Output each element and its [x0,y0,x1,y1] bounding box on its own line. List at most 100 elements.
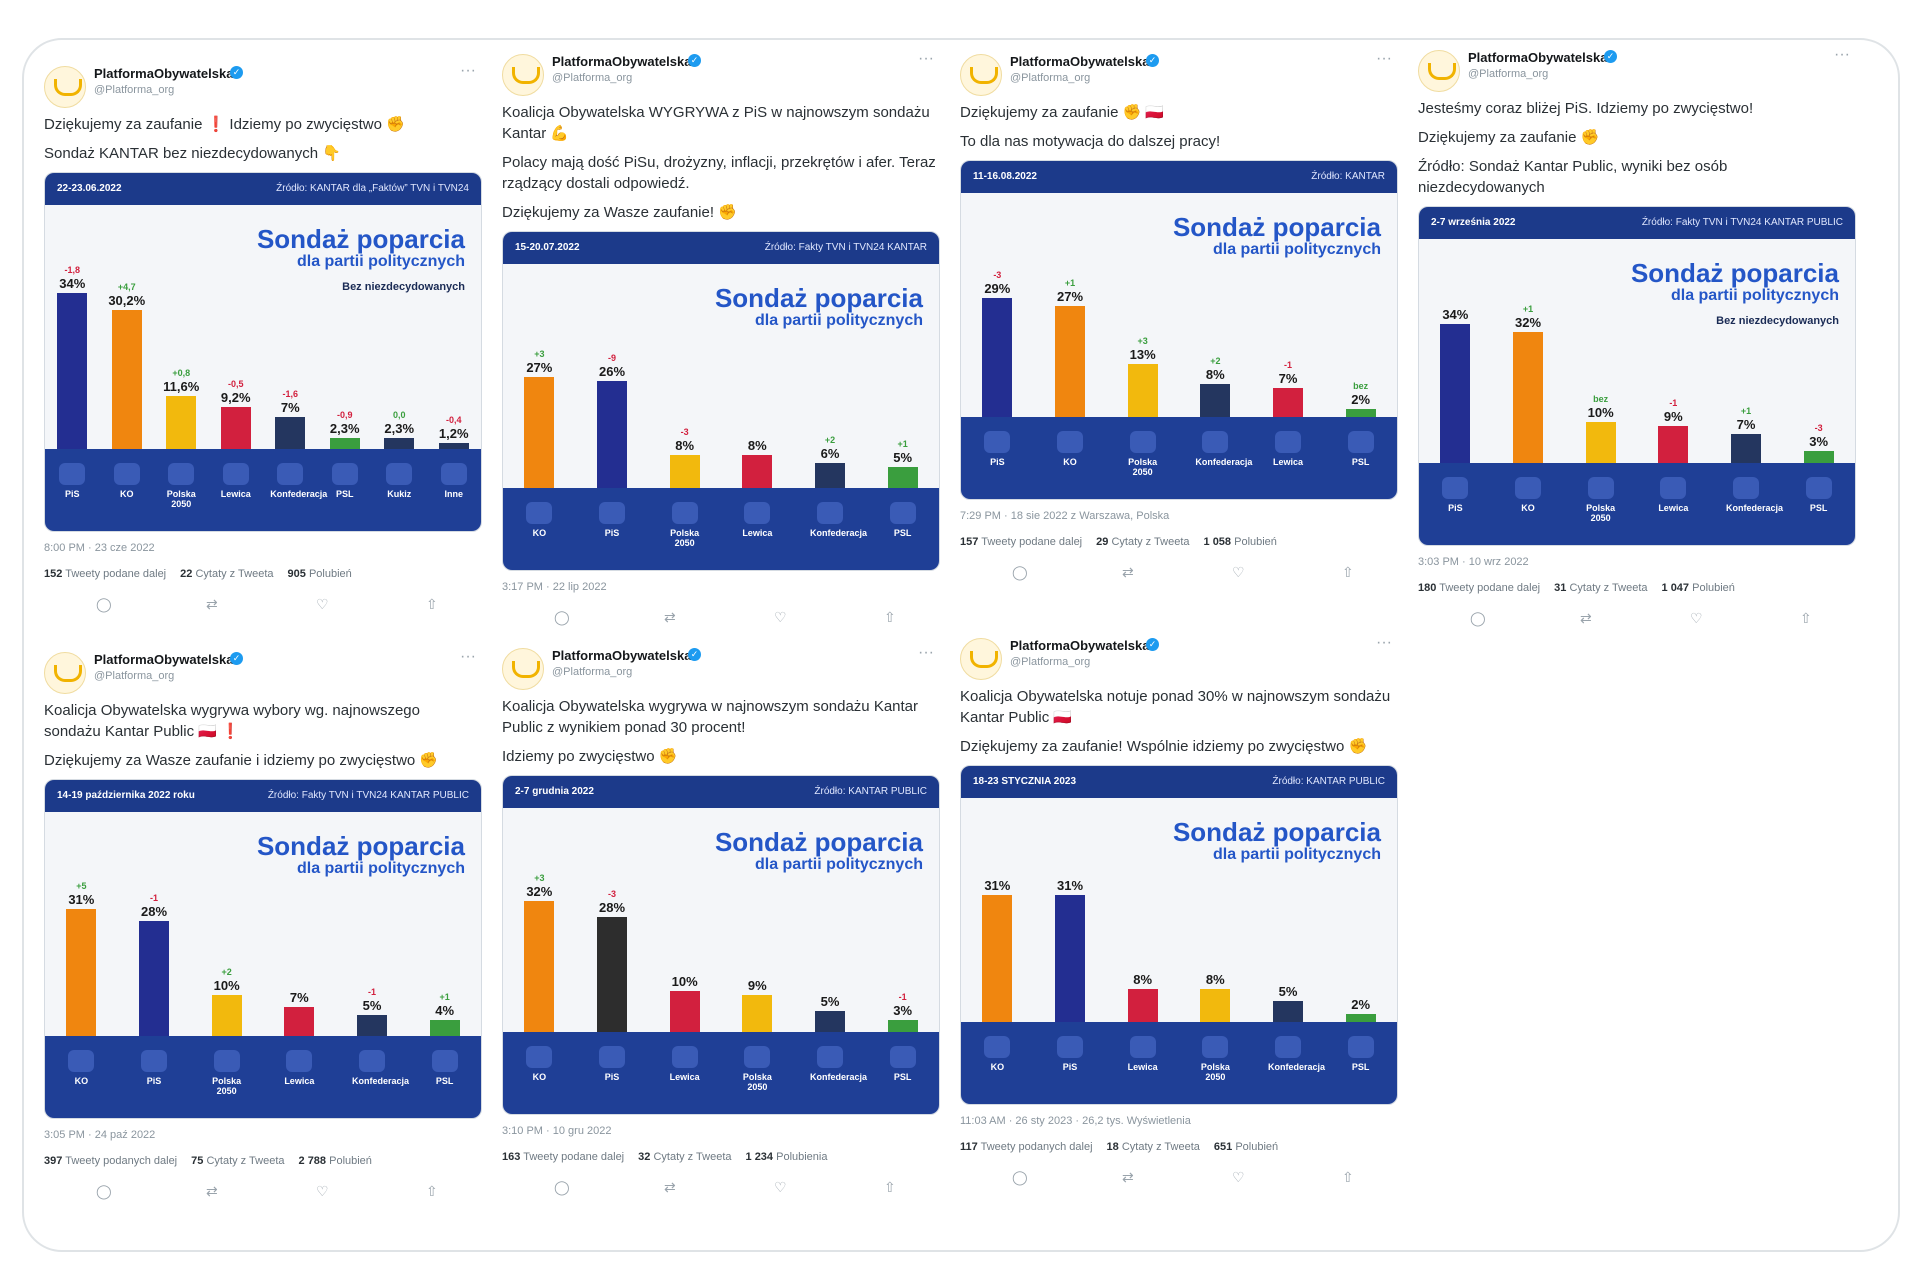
retweet-icon[interactable]: ⇄ [1122,564,1134,580]
share-icon[interactable]: ⇧ [884,1179,896,1195]
bar-inne [438,443,469,449]
share-icon[interactable]: ⇧ [1800,610,1812,626]
more-options-icon[interactable]: ··· [460,62,476,79]
like-icon[interactable]: ♡ [316,596,329,612]
stat-likes[interactable]: 2 788 Polubień [299,1155,372,1167]
stat-retweets[interactable]: 163 Tweety podane dalej [502,1151,624,1163]
stat-quotes[interactable]: 22 Cytaty z Tweeta [180,568,273,580]
reply-icon[interactable]: ◯ [1012,564,1028,580]
reply-icon[interactable]: ◯ [1470,610,1486,626]
like-icon[interactable]: ♡ [316,1183,329,1199]
reply-icon[interactable]: ◯ [554,1179,570,1195]
account-name[interactable]: PlatformaObywatelska [1468,50,1608,65]
avatar[interactable] [502,54,544,96]
tweet-timestamp: 8:00 PM · 23 cze 2022 [44,542,155,554]
poll-image[interactable]: 2-7 grudnia 2022 Źródło: KANTAR PUBLIC Son… [502,775,940,1115]
account-name[interactable]: PlatformaObywatelska [94,652,234,667]
stat-likes[interactable]: 1 058 Polubień [1204,536,1277,548]
stat-retweets[interactable]: 397 Tweety podanych dalej [44,1155,177,1167]
chart-title: Sondaż poparcia [1172,212,1381,242]
retweet-icon[interactable]: ⇄ [206,1183,218,1199]
account-handle[interactable]: @Platforma_org [94,670,175,682]
poll-source: Źródło: Fakty TVN i TVN24 KANTAR PUBLIC [1641,217,1843,228]
like-icon[interactable]: ♡ [774,609,787,625]
retweet-icon[interactable]: ⇄ [664,1179,676,1195]
party-name: Lewica [220,489,251,499]
stat-quotes[interactable]: 32 Cytaty z Tweeta [638,1151,731,1163]
avatar[interactable] [502,648,544,690]
account-handle[interactable]: @Platforma_org [1010,656,1091,668]
reply-icon[interactable]: ◯ [96,1183,112,1199]
reply-icon[interactable]: ◯ [1012,1169,1028,1185]
stat-count: 117 [960,1141,978,1153]
reply-icon[interactable]: ◯ [96,596,112,612]
stat-likes[interactable]: 1 234 Polubienia [746,1151,828,1163]
stat-likes[interactable]: 651 Polubień [1214,1141,1278,1153]
party-logo: Polska 2050 [1581,477,1621,523]
like-icon[interactable]: ♡ [1232,1169,1245,1185]
stat-retweets[interactable]: 180 Tweety podane dalej [1418,582,1540,594]
party-name: KO [74,1076,89,1086]
poll-image[interactable]: 18-23 STYCZNIA 2023 Źródło: KANTAR PUBLIC… [960,765,1398,1105]
stat-retweets[interactable]: 152 Tweety podane dalej [44,568,166,580]
poll-image[interactable]: 2-7 września 2022 Źródło: Fakty TVN i TVN… [1418,206,1856,546]
account-handle[interactable]: @Platforma_org [94,84,175,96]
bar-change-label: +3 [534,349,545,359]
more-options-icon[interactable]: ··· [1376,50,1392,67]
more-options-icon[interactable]: ··· [918,50,934,67]
account-name[interactable]: PlatformaObywatelska [552,648,692,663]
account-name[interactable]: PlatformaObywatelska [1010,638,1150,653]
share-icon[interactable]: ⇧ [426,1183,438,1199]
avatar[interactable] [44,652,86,694]
poll-image[interactable]: 11-16.08.2022 Źródło: KANTAR Sondaż poparc… [960,160,1398,500]
account-handle[interactable]: @Platforma_org [1010,72,1091,84]
retweet-icon[interactable]: ⇄ [206,596,218,612]
account-name[interactable]: PlatformaObywatelska [94,66,234,81]
avatar[interactable] [1418,50,1460,92]
like-icon[interactable]: ♡ [1232,564,1245,580]
stat-likes[interactable]: 905 Polubień [288,568,352,580]
share-icon[interactable]: ⇧ [1342,564,1354,580]
more-options-icon[interactable]: ··· [1834,46,1850,63]
stat-quotes[interactable]: 31 Cytaty z Tweeta [1554,582,1647,594]
more-options-icon[interactable]: ··· [460,648,476,665]
avatar[interactable] [960,638,1002,680]
party-name: Konfederacja [1195,457,1253,467]
tweet-text: Dziękujemy za zaufanie ✊ [1418,129,1600,146]
poll-image[interactable]: 14-19 października 2022 roku Źródło: Fakt… [44,779,482,1119]
like-icon[interactable]: ♡ [774,1179,787,1195]
share-icon[interactable]: ⇧ [426,596,438,612]
party-logos-row: KO PiS Polska 2050 Lewica Konfederacja PSL [45,1036,481,1118]
like-icon[interactable]: ♡ [1690,610,1703,626]
retweet-icon[interactable]: ⇄ [1580,610,1592,626]
avatar[interactable] [44,66,86,108]
stat-likes[interactable]: 1 047 Polubień [1662,582,1735,594]
account-handle[interactable]: @Platforma_org [552,666,633,678]
poll-image[interactable]: 15-20.07.2022 Źródło: Fakty TVN i TVN24 K… [502,231,940,571]
more-options-icon[interactable]: ··· [918,644,934,661]
account-name[interactable]: PlatformaObywatelska [1010,54,1150,69]
stat-retweets[interactable]: 117 Tweety podanych dalej [960,1141,1093,1153]
account-handle[interactable]: @Platforma_org [552,72,633,84]
retweet-icon[interactable]: ⇄ [1122,1169,1134,1185]
stat-quotes[interactable]: 75 Cytaty z Tweeta [191,1155,284,1167]
share-icon[interactable]: ⇧ [884,609,896,625]
bar-value-label: 32% [526,884,553,899]
reply-icon[interactable]: ◯ [554,609,570,625]
tweet-header: PlatformaObywatelska ✓ @Platforma_org ··· [44,62,480,108]
share-icon[interactable]: ⇧ [1342,1169,1354,1185]
retweet-icon[interactable]: ⇄ [664,609,676,625]
tweet-text: Jesteśmy coraz bliżej PiS. Idziemy po zw… [1418,100,1754,117]
stat-count: 29 [1096,536,1109,548]
account-name[interactable]: PlatformaObywatelska [552,54,692,69]
poll-image[interactable]: 22-23.06.2022 Źródło: KANTAR dla „Faktów”… [44,172,482,532]
party-logo-icon [1805,477,1832,499]
party-name: PiS [990,457,1005,467]
account-handle[interactable]: @Platforma_org [1468,68,1549,80]
stat-retweets[interactable]: 157 Tweety podane dalej [960,536,1082,548]
bar-polska-2050 [1585,422,1616,463]
stat-quotes[interactable]: 18 Cytaty z Tweeta [1107,1141,1200,1153]
more-options-icon[interactable]: ··· [1376,634,1392,651]
stat-quotes[interactable]: 29 Cytaty z Tweeta [1096,536,1189,548]
avatar[interactable] [960,54,1002,96]
